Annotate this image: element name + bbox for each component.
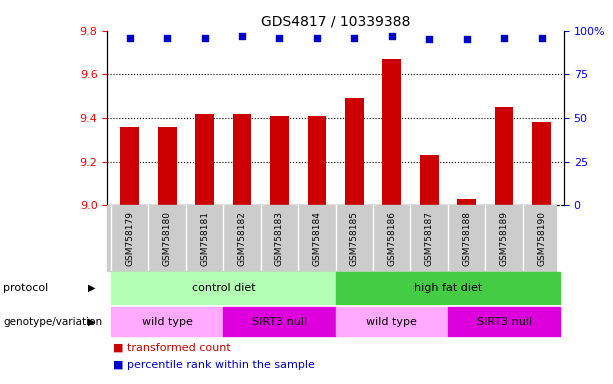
Text: SIRT3 null: SIRT3 null	[476, 316, 531, 327]
Point	[349, 35, 359, 41]
Point	[237, 33, 247, 39]
Bar	[336, 307, 448, 336]
Point	[387, 33, 397, 39]
Point	[462, 36, 471, 43]
Text: protocol: protocol	[3, 283, 48, 293]
Bar	[111, 273, 336, 303]
Text: GSM758185: GSM758185	[350, 211, 359, 266]
Bar	[308, 116, 326, 205]
Text: control diet: control diet	[191, 283, 255, 293]
Bar	[223, 307, 336, 336]
Text: GSM758180: GSM758180	[162, 211, 172, 266]
Text: GSM758184: GSM758184	[313, 211, 321, 266]
Text: GSM758190: GSM758190	[537, 211, 546, 266]
Point	[200, 35, 210, 41]
Bar	[383, 59, 401, 205]
Text: wild type: wild type	[367, 316, 417, 327]
Bar	[420, 155, 438, 205]
Point	[125, 35, 135, 41]
Text: ▶: ▶	[88, 283, 95, 293]
Point	[162, 35, 172, 41]
Text: high fat diet: high fat diet	[414, 283, 482, 293]
Text: GSM758179: GSM758179	[125, 211, 134, 266]
Bar	[495, 107, 514, 205]
Text: SIRT3 null: SIRT3 null	[252, 316, 307, 327]
Title: GDS4817 / 10339388: GDS4817 / 10339388	[261, 14, 410, 28]
Text: ▶: ▶	[88, 316, 95, 327]
Text: ■ transformed count: ■ transformed count	[113, 343, 231, 353]
Text: GSM758186: GSM758186	[387, 211, 396, 266]
Bar	[196, 114, 214, 205]
Text: GSM758183: GSM758183	[275, 211, 284, 266]
Text: genotype/variation: genotype/variation	[3, 316, 102, 327]
Bar	[270, 116, 289, 205]
Text: GSM758182: GSM758182	[237, 211, 246, 266]
Bar	[457, 199, 476, 205]
Bar	[532, 122, 551, 205]
Text: GSM758187: GSM758187	[425, 211, 434, 266]
Bar	[336, 273, 560, 303]
Bar	[233, 114, 251, 205]
Text: wild type: wild type	[142, 316, 192, 327]
Bar	[120, 127, 139, 205]
Text: GSM758181: GSM758181	[200, 211, 209, 266]
Bar	[111, 307, 223, 336]
Text: GSM758189: GSM758189	[500, 211, 509, 266]
Point	[499, 35, 509, 41]
Point	[536, 35, 546, 41]
Bar	[158, 127, 177, 205]
Point	[312, 35, 322, 41]
Bar	[448, 307, 560, 336]
Text: GSM758188: GSM758188	[462, 211, 471, 266]
Text: ■ percentile rank within the sample: ■ percentile rank within the sample	[113, 360, 315, 370]
Bar	[345, 98, 364, 205]
Point	[424, 36, 434, 43]
Point	[275, 35, 284, 41]
